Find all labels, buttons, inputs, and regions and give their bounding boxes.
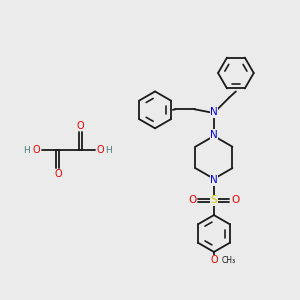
Text: CH₃: CH₃ <box>221 256 236 265</box>
Text: O: O <box>231 195 239 205</box>
Text: O: O <box>210 255 218 265</box>
Text: O: O <box>96 145 104 155</box>
Text: N: N <box>210 107 218 117</box>
Text: N: N <box>210 175 218 185</box>
Text: N: N <box>210 130 218 140</box>
Text: S: S <box>211 195 217 205</box>
Text: H: H <box>23 146 30 154</box>
Text: H: H <box>106 146 112 154</box>
Text: O: O <box>188 195 196 205</box>
Text: O: O <box>76 121 84 130</box>
Text: O: O <box>54 169 62 179</box>
Text: O: O <box>33 145 40 155</box>
